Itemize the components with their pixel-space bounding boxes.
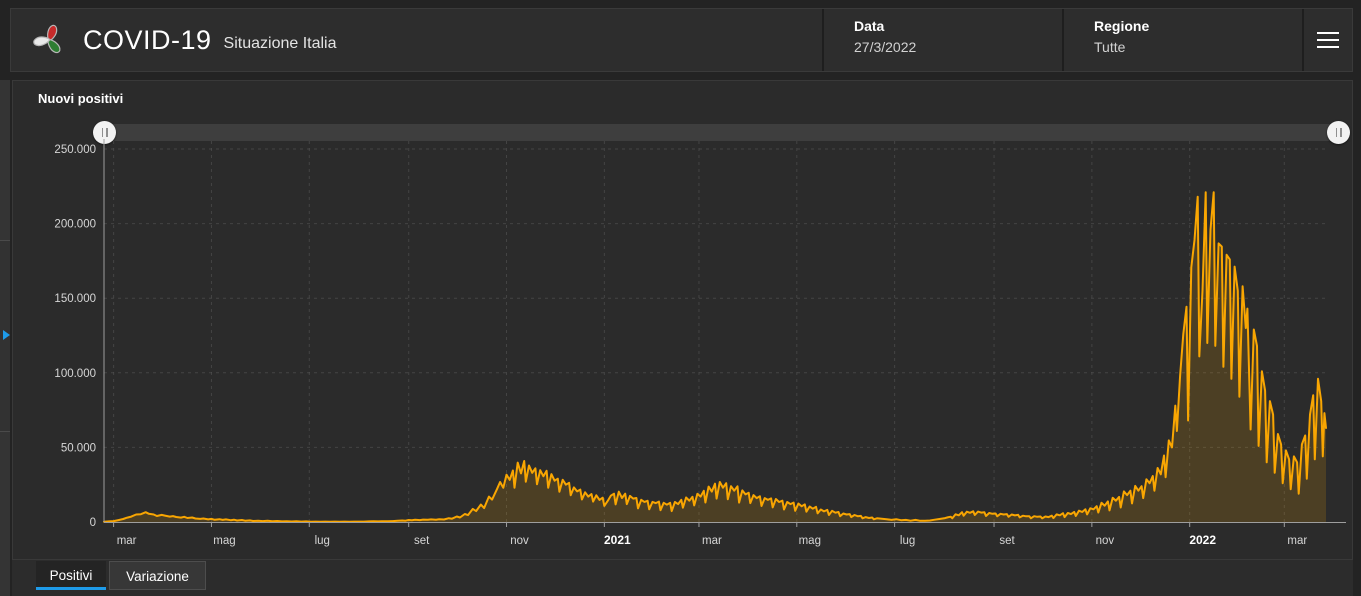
grip-lines-icon xyxy=(101,128,103,137)
protezione-civile-logo-icon xyxy=(33,24,61,54)
svg-text:mar: mar xyxy=(1287,535,1307,547)
svg-text:mag: mag xyxy=(799,535,821,547)
y-axis-labels: 0 50.000 100.000 150.000 200.000 250.000 xyxy=(54,144,96,529)
svg-text:100.000: 100.000 xyxy=(54,368,96,380)
series-area xyxy=(104,192,1326,523)
hamburger-icon xyxy=(1317,32,1339,34)
svg-text:mag: mag xyxy=(213,535,235,547)
svg-text:mar: mar xyxy=(702,535,722,547)
slider-handle-right[interactable] xyxy=(1327,121,1350,144)
region-selector[interactable]: Regione Tutte xyxy=(1062,9,1302,71)
svg-text:50.000: 50.000 xyxy=(61,442,96,454)
x-axis-labels: mar mag lug set nov 2021 mar mag lug set nov 2022 ma… xyxy=(117,533,1308,547)
app-title: COVID-19 xyxy=(83,24,212,55)
region-selector-value: Tutte xyxy=(1094,39,1126,55)
grid-lines xyxy=(104,141,1326,522)
svg-text:mar: mar xyxy=(117,535,137,547)
svg-text:nov: nov xyxy=(1096,535,1115,547)
svg-text:250.000: 250.000 xyxy=(54,144,96,156)
svg-text:nov: nov xyxy=(510,535,529,547)
svg-text:2021: 2021 xyxy=(604,533,631,547)
svg-text:0: 0 xyxy=(90,517,96,529)
date-selector[interactable]: Data 27/3/2022 xyxy=(822,9,1062,71)
svg-text:lug: lug xyxy=(315,535,330,547)
chart-title: Nuovi positivi xyxy=(38,91,124,106)
axes xyxy=(103,139,1346,527)
slider-handle-left[interactable] xyxy=(93,121,116,144)
series-line xyxy=(103,191,1327,523)
grip-lines-icon xyxy=(1335,128,1337,137)
time-range-slider-track[interactable] xyxy=(93,121,1350,144)
date-selector-value: 27/3/2022 xyxy=(854,39,917,55)
svg-text:lug: lug xyxy=(900,535,915,547)
chart-panel: Nuovi positivi 0 50.000 100.000 150.000 200.… xyxy=(12,80,1353,560)
menu-button[interactable] xyxy=(1302,9,1352,71)
svg-text:set: set xyxy=(414,535,430,547)
header-bar: COVID-19 Situazione Italia Data 27/3/202… xyxy=(10,8,1353,72)
tab-variazione[interactable]: Variazione xyxy=(109,561,206,590)
tab-bar: Positivi Variazione xyxy=(12,560,1353,596)
svg-text:2022: 2022 xyxy=(1189,533,1216,547)
region-selector-label: Regione xyxy=(1094,18,1150,34)
chevron-right-icon[interactable] xyxy=(3,330,10,340)
tab-positivi[interactable]: Positivi xyxy=(36,561,106,590)
svg-text:150.000: 150.000 xyxy=(54,293,96,305)
svg-text:set: set xyxy=(999,535,1015,547)
date-selector-label: Data xyxy=(854,18,885,34)
app-brand: COVID-19 Situazione Italia xyxy=(11,9,822,71)
app-subtitle: Situazione Italia xyxy=(223,35,337,52)
svg-text:200.000: 200.000 xyxy=(54,219,96,231)
